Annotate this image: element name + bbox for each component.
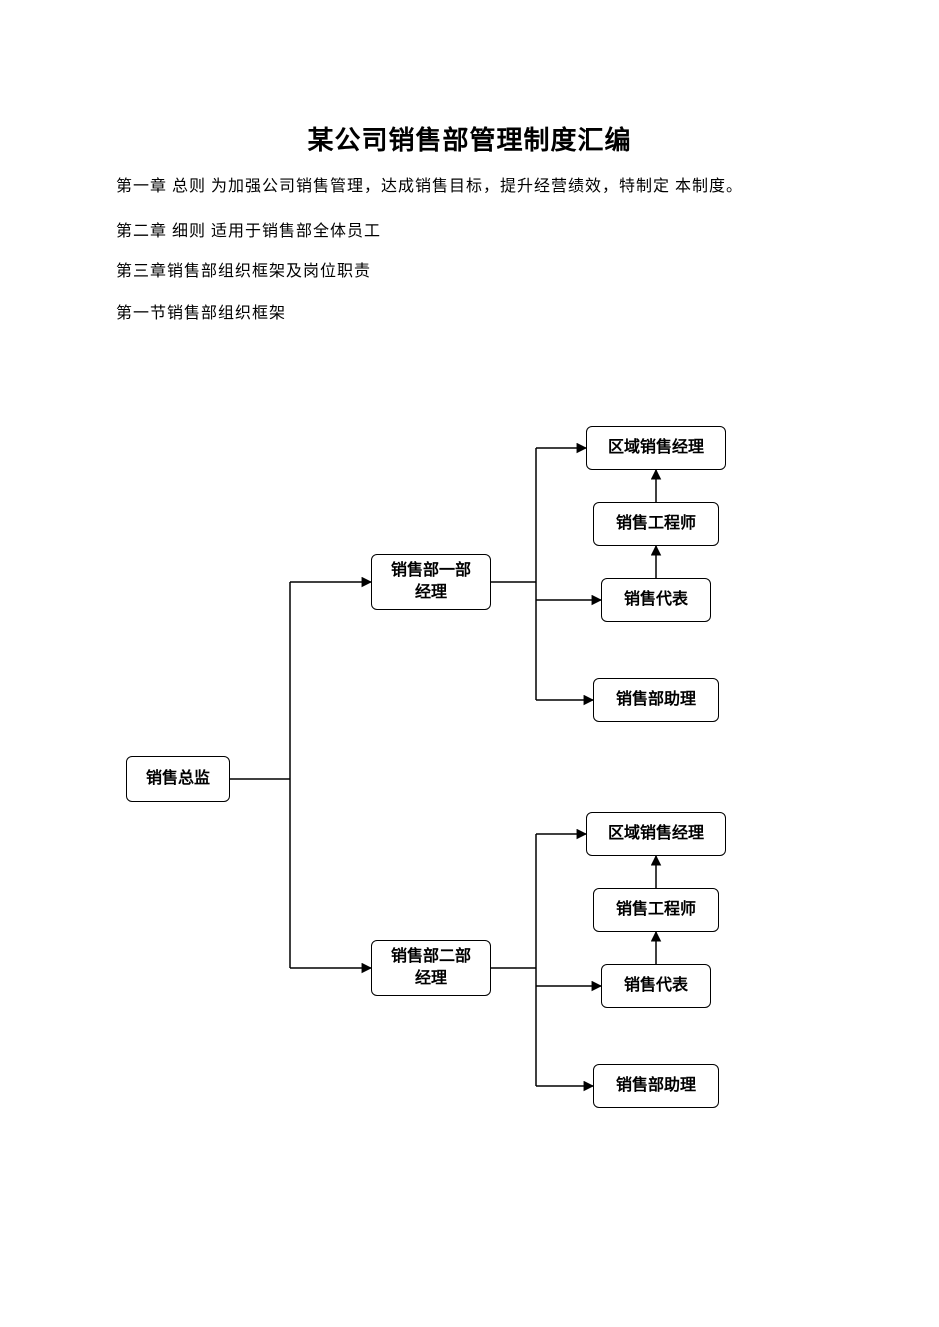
node-g1-sales-rep: 销售代表 xyxy=(601,578,711,622)
node-dept1-manager: 销售部一部经理 xyxy=(371,554,491,610)
node-g2-regional-manager: 区域销售经理 xyxy=(586,812,726,856)
node-g2-sales-engineer: 销售工程师 xyxy=(593,888,719,932)
node-g1-sales-engineer: 销售工程师 xyxy=(593,502,719,546)
node-dept2-manager: 销售部二部经理 xyxy=(371,940,491,996)
org-chart: 销售总监销售部一部经理销售部二部经理区域销售经理销售工程师销售代表销售部助理区域… xyxy=(0,0,939,1327)
node-g2-sales-rep: 销售代表 xyxy=(601,964,711,1008)
node-sales-director: 销售总监 xyxy=(126,756,230,802)
node-g1-regional-manager: 区域销售经理 xyxy=(586,426,726,470)
node-g1-assistant: 销售部助理 xyxy=(593,678,719,722)
node-g2-assistant: 销售部助理 xyxy=(593,1064,719,1108)
org-chart-edges xyxy=(0,0,939,1327)
